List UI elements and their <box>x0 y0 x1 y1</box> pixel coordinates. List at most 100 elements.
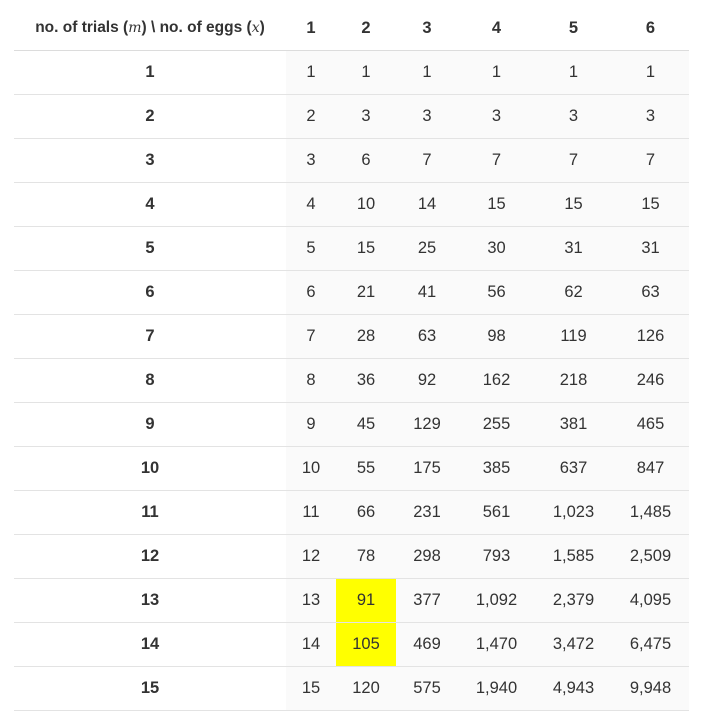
table-cell: 3 <box>535 94 612 139</box>
table-cell: 561 <box>458 490 535 535</box>
table-cell: 3 <box>336 94 396 139</box>
row-header-trials: 3 <box>14 138 286 183</box>
table-row: 4 4 10 14 15 15 15 <box>14 182 689 227</box>
row-header-trials: 2 <box>14 94 286 139</box>
table-cell: 6 <box>286 270 336 315</box>
table-cell: 847 <box>612 446 689 491</box>
table-cell: 3,472 <box>535 622 612 667</box>
table-cell: 66 <box>336 490 396 535</box>
table-cell: 1 <box>535 50 612 95</box>
table-cell: 55 <box>336 446 396 491</box>
trials-variable: m <box>128 20 142 36</box>
table-cell: 41 <box>396 270 458 315</box>
table-cell: 377 <box>396 578 458 623</box>
table-cell: 793 <box>458 534 535 579</box>
table-cell: 5 <box>286 226 336 271</box>
table-row: 11 11 66 231 561 1,023 1,485 <box>14 490 689 535</box>
row-header-trials: 10 <box>14 446 286 491</box>
highlighted-cell: 105 <box>336 622 396 667</box>
table-cell: 15 <box>458 182 535 227</box>
row-header-trials: 13 <box>14 578 286 623</box>
table-cell: 7 <box>458 138 535 183</box>
table-row: 13 13 91 377 1,092 2,379 4,095 <box>14 578 689 623</box>
table-cell: 1,585 <box>535 534 612 579</box>
row-header-trials: 14 <box>14 622 286 667</box>
column-header-eggs-4: 4 <box>458 6 535 51</box>
table-cell: 78 <box>336 534 396 579</box>
row-header-trials: 15 <box>14 666 286 711</box>
column-header-eggs-2: 2 <box>336 6 396 51</box>
column-header-eggs-3: 3 <box>396 6 458 51</box>
table-cell: 10 <box>286 446 336 491</box>
row-header-trials: 5 <box>14 226 286 271</box>
table-cell: 9,948 <box>612 666 689 711</box>
table-cell: 4 <box>286 182 336 227</box>
table-cell: 1,485 <box>612 490 689 535</box>
table-cell: 31 <box>612 226 689 271</box>
table-cell: 6 <box>336 138 396 183</box>
table-cell: 637 <box>535 446 612 491</box>
column-header-eggs-5: 5 <box>535 6 612 51</box>
table-cell: 4,095 <box>612 578 689 623</box>
table-cell: 98 <box>458 314 535 359</box>
table-cell: 31 <box>535 226 612 271</box>
table-cell: 28 <box>336 314 396 359</box>
table-cell: 469 <box>396 622 458 667</box>
column-header-eggs-1: 1 <box>286 6 336 51</box>
row-header-trials: 8 <box>14 358 286 403</box>
table-cell: 15 <box>286 666 336 711</box>
row-header-trials: 11 <box>14 490 286 535</box>
table-row: 9 9 45 129 255 381 465 <box>14 402 689 447</box>
table-cell: 1 <box>458 50 535 95</box>
table-cell: 1,092 <box>458 578 535 623</box>
table-cell: 45 <box>336 402 396 447</box>
table-row: 5 5 15 25 30 31 31 <box>14 226 689 271</box>
table-cell: 15 <box>612 182 689 227</box>
table-cell: 7 <box>612 138 689 183</box>
table-cell: 246 <box>612 358 689 403</box>
table-cell: 2,509 <box>612 534 689 579</box>
row-header-trials: 7 <box>14 314 286 359</box>
table-cell: 575 <box>396 666 458 711</box>
table-cell: 11 <box>286 490 336 535</box>
table-cell: 381 <box>535 402 612 447</box>
table-cell: 1 <box>396 50 458 95</box>
egg-drop-table: no. of trials (m) \ no. of eggs (x) 1 2 … <box>14 6 689 711</box>
table-row: 7 7 28 63 98 119 126 <box>14 314 689 359</box>
table-row: 15 15 120 575 1,940 4,943 9,948 <box>14 666 689 711</box>
table-cell: 13 <box>286 578 336 623</box>
table-cell: 10 <box>336 182 396 227</box>
table-cell: 15 <box>535 182 612 227</box>
row-header-trials: 1 <box>14 50 286 95</box>
table-cell: 7 <box>535 138 612 183</box>
row-header-trials: 6 <box>14 270 286 315</box>
table-row: 14 14 105 469 1,470 3,472 6,475 <box>14 622 689 667</box>
table-cell: 14 <box>396 182 458 227</box>
table-cell: 62 <box>535 270 612 315</box>
table-header: no. of trials (m) \ no. of eggs (x) 1 2 … <box>14 6 689 51</box>
table-row: 10 10 55 175 385 637 847 <box>14 446 689 491</box>
table-cell: 92 <box>396 358 458 403</box>
table-cell: 2,379 <box>535 578 612 623</box>
corner-text-1: no. of trials ( <box>35 19 129 36</box>
table-cell: 231 <box>396 490 458 535</box>
table-row: 6 6 21 41 56 62 63 <box>14 270 689 315</box>
table-cell: 162 <box>458 358 535 403</box>
table-cell: 56 <box>458 270 535 315</box>
table-cell: 15 <box>336 226 396 271</box>
table-cell: 1 <box>612 50 689 95</box>
eggs-variable: x <box>251 20 260 36</box>
table-cell: 21 <box>336 270 396 315</box>
table-cell: 255 <box>458 402 535 447</box>
column-header-eggs-6: 6 <box>612 6 689 51</box>
table-cell: 7 <box>286 314 336 359</box>
row-header-trials: 4 <box>14 182 286 227</box>
table-cell: 25 <box>396 226 458 271</box>
table-cell: 63 <box>612 270 689 315</box>
corner-text-2: ) \ no. of eggs ( <box>141 19 252 36</box>
table-cell: 1,940 <box>458 666 535 711</box>
table-cell: 9 <box>286 402 336 447</box>
